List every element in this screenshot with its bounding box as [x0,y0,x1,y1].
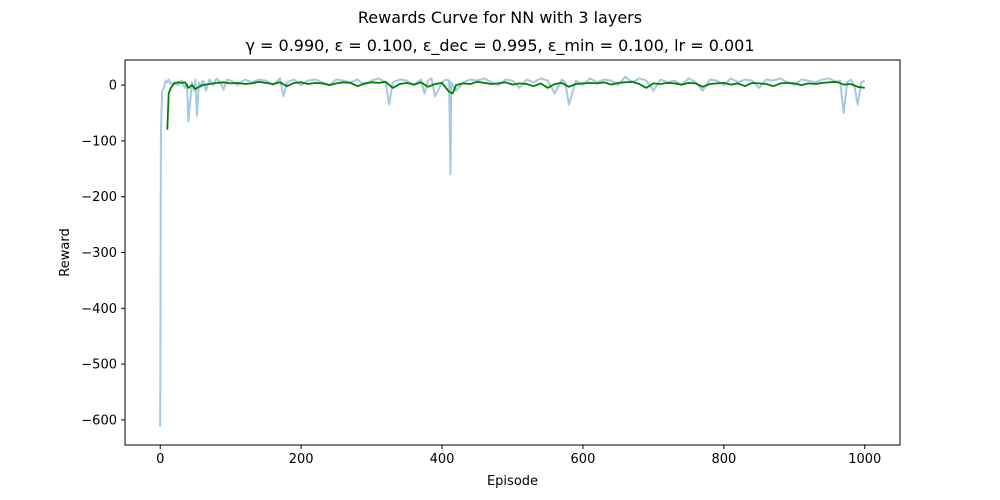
x-tick-label: 0 [156,452,164,467]
y-tick-label: −400 [81,302,117,317]
y-tick-label: −600 [81,413,117,428]
y-tick-label: −100 [81,134,117,149]
series-line-raw-rewards [159,75,866,427]
y-tick-label: −200 [81,190,117,205]
x-tick-label: 1000 [848,452,881,467]
chart-subtitle: γ = 0.990, ε = 0.100, ε_dec = 0.995, ε_m… [245,36,755,55]
y-axis-label: Reward [58,228,73,276]
y-tick-label: −300 [81,246,117,261]
x-tick-label: 200 [289,452,314,467]
chart-suptitle: Rewards Curve for NN with 3 layers [357,8,643,27]
series-line-moving-average [166,80,865,130]
x-axis-label: Episode [487,474,538,489]
x-tick-label: 400 [430,452,455,467]
x-tick-label: 600 [571,452,596,467]
x-tick-label: 800 [711,452,736,467]
y-tick-label: −500 [81,358,117,373]
plot-frame [124,59,901,446]
y-tick-label: 0 [109,79,117,94]
